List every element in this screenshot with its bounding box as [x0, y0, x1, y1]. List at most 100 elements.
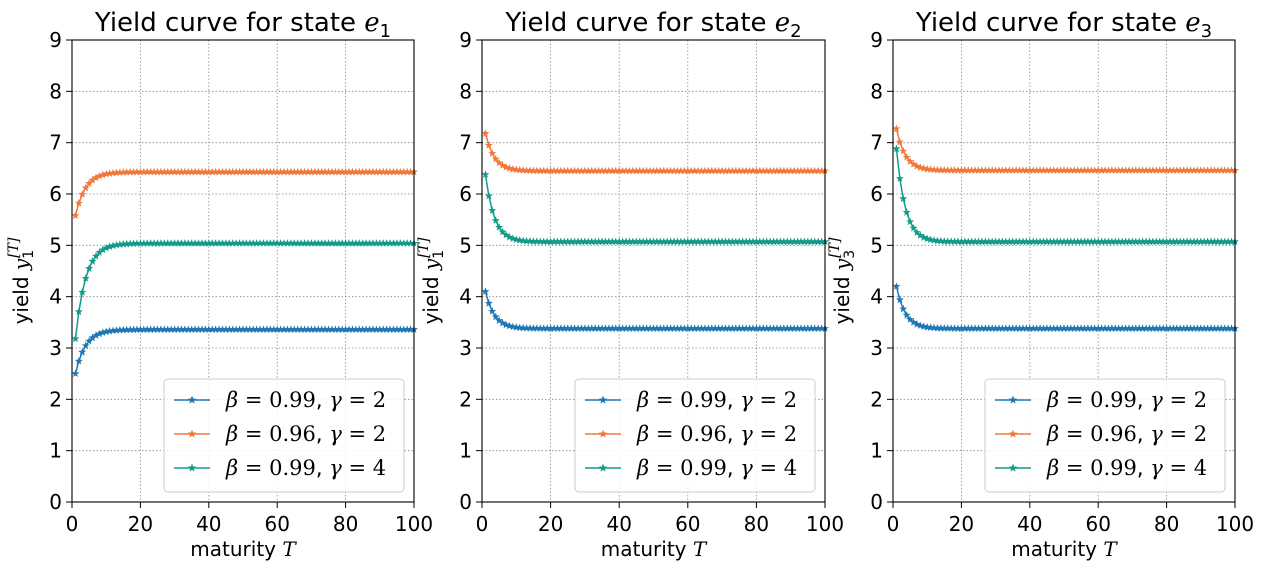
data-point: [950, 237, 959, 245]
data-point: [560, 166, 569, 175]
data-point: [98, 170, 107, 179]
data-point: [382, 239, 391, 247]
data-point: [659, 166, 668, 175]
data-point: [495, 223, 504, 231]
data-point: [700, 324, 709, 332]
data-point: [170, 239, 179, 247]
data-point: [1029, 324, 1038, 332]
data-point: [256, 167, 265, 176]
data-point: [290, 239, 299, 247]
data-point: [515, 323, 524, 332]
data-point: [317, 239, 326, 247]
data-point: [78, 347, 87, 356]
data-point: [676, 237, 685, 246]
data-point: [1210, 166, 1219, 174]
data-point: [731, 237, 740, 246]
data-point: [1005, 237, 1014, 246]
data-point: [1032, 166, 1041, 174]
data-point: [1090, 166, 1099, 174]
data-point: [1077, 324, 1086, 332]
data-point: [988, 324, 997, 332]
data-point: [912, 228, 921, 236]
data-point: [635, 166, 644, 175]
data-point: [649, 166, 658, 175]
data-point: [995, 166, 1004, 174]
data-point: [1029, 166, 1038, 174]
data-point: [273, 325, 282, 333]
data-point: [721, 324, 730, 332]
data-point: [895, 295, 904, 304]
data-point: [546, 324, 555, 332]
data-point: [184, 239, 193, 247]
data-point: [947, 166, 956, 174]
data-point: [235, 167, 244, 176]
data-point: [807, 237, 816, 246]
data-point: [574, 237, 583, 246]
data-point: [375, 239, 384, 247]
y-tick-label: 4: [459, 285, 472, 309]
data-point: [232, 239, 241, 247]
data-point: [800, 166, 809, 175]
data-point: [122, 168, 131, 176]
data-point: [899, 194, 908, 203]
data-point: [539, 237, 548, 246]
data-point: [977, 237, 986, 246]
data-point: [700, 237, 709, 246]
data-point: [1207, 237, 1216, 246]
data-point: [74, 198, 83, 207]
data-point: [1207, 324, 1216, 332]
legend-entry: β = 0.99, γ = 2: [636, 388, 797, 412]
data-point: [1118, 324, 1127, 332]
data-point: [687, 237, 696, 246]
data-point: [642, 324, 651, 332]
data-point: [1107, 166, 1116, 174]
data-point: [1162, 324, 1171, 332]
data-point: [259, 239, 268, 247]
data-point: [724, 324, 733, 332]
data-point: [1046, 237, 1055, 246]
data-point: [262, 325, 271, 333]
data-point: [324, 239, 333, 247]
data-point: [745, 166, 754, 175]
data-point: [221, 239, 230, 247]
data-point: [1227, 237, 1236, 246]
data-point: [567, 166, 576, 175]
data-point: [105, 242, 114, 251]
data-point: [991, 166, 1000, 174]
data-point: [1015, 237, 1024, 246]
data-point: [807, 324, 816, 332]
data-point: [310, 325, 319, 333]
data-point: [1138, 166, 1147, 174]
data-point: [122, 325, 131, 334]
data-point: [519, 323, 528, 332]
legend-swatch-marker: [187, 429, 197, 438]
data-point: [1148, 237, 1157, 246]
data-point: [201, 167, 210, 176]
data-point: [91, 173, 100, 182]
data-point: [1111, 237, 1120, 246]
data-point: [611, 237, 620, 246]
data-point: [191, 325, 200, 333]
data-point: [553, 324, 562, 332]
data-point: [1124, 324, 1133, 332]
data-point: [228, 239, 237, 247]
data-point: [532, 324, 541, 332]
data-point: [211, 239, 220, 247]
data-point: [1114, 166, 1123, 174]
x-tick-label: 60: [675, 512, 700, 536]
data-point: [919, 233, 928, 241]
data-point: [1138, 237, 1147, 246]
data-point: [208, 239, 217, 247]
data-point: [1148, 324, 1157, 332]
data-point: [899, 304, 908, 313]
data-point: [639, 237, 648, 246]
data-point: [109, 326, 118, 335]
data-point: [1196, 324, 1205, 332]
data-point: [646, 166, 655, 175]
data-point: [235, 239, 244, 247]
data-point: [598, 324, 607, 332]
data-point: [396, 239, 405, 247]
data-point: [1042, 324, 1051, 332]
data-point: [1053, 237, 1062, 246]
